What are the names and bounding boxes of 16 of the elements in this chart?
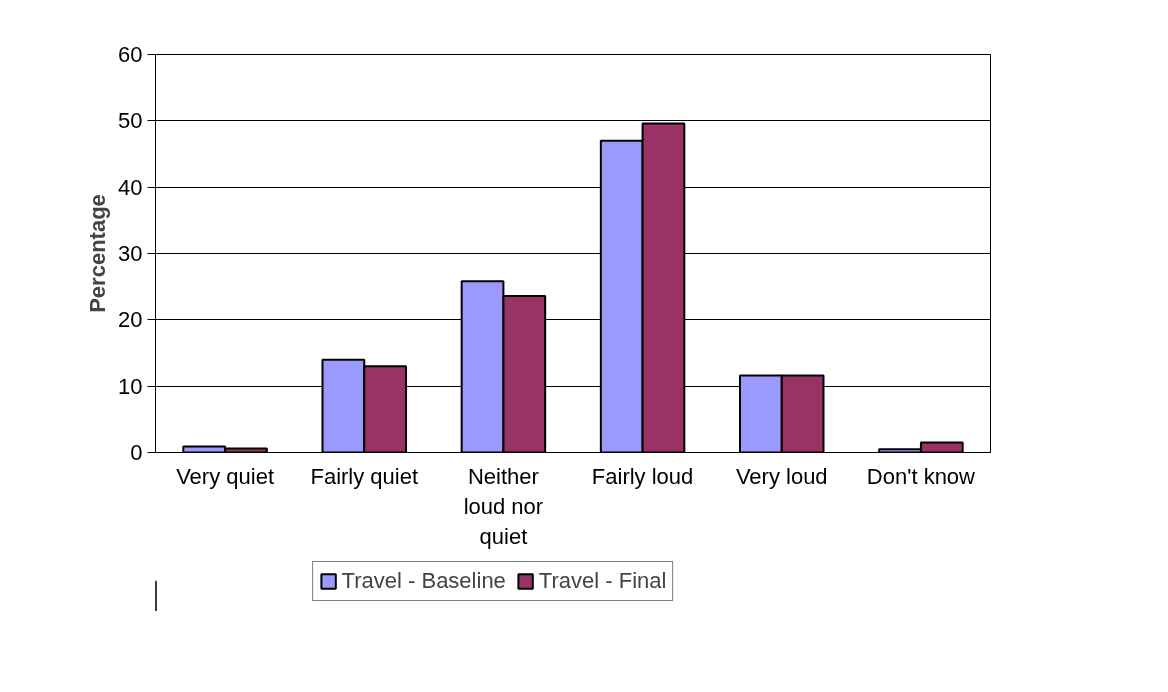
y-tick-label: 20 bbox=[118, 307, 143, 333]
x-tick-label: Don't know bbox=[866, 463, 976, 489]
y-tick-label: 50 bbox=[118, 108, 143, 134]
y-tick-label: 30 bbox=[118, 241, 143, 266]
y-tick-label: 0 bbox=[130, 440, 143, 465]
y-tick-label: 10 bbox=[118, 373, 143, 399]
y-axis-title: Percentage bbox=[85, 194, 111, 313]
legend-label: Travel - Final bbox=[538, 568, 667, 594]
y-tick-label: 60 bbox=[118, 42, 143, 67]
x-tick-label: Fairly loud bbox=[591, 463, 694, 489]
x-tick-label: Very loud bbox=[735, 463, 828, 489]
legend-label: Travel - Baseline bbox=[341, 568, 506, 594]
x-tick-label: Very quiet bbox=[176, 463, 275, 489]
x-tick-label: Fairly quiet bbox=[310, 463, 419, 489]
x-tick-label: Neither loud nor quiet bbox=[463, 463, 544, 549]
y-tick-label: 40 bbox=[118, 174, 143, 200]
